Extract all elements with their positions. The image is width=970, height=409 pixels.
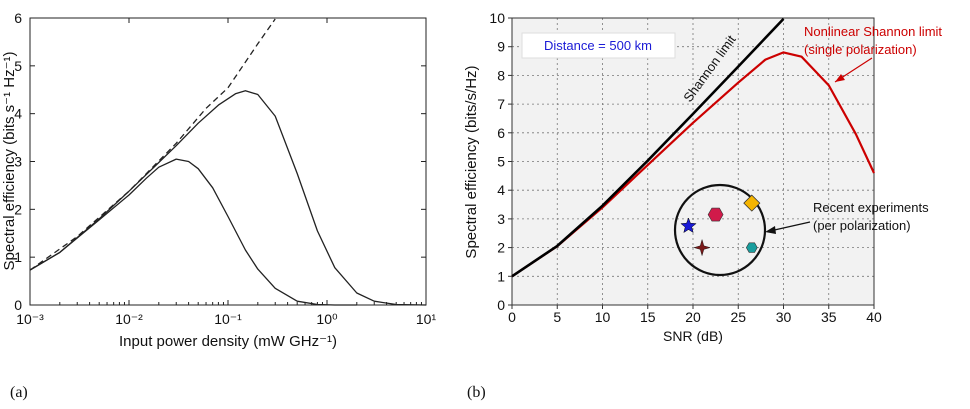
panel-label-b: (b) <box>467 384 486 401</box>
chart-a-xlabel: Input power density (mW GHz⁻¹) <box>119 333 337 350</box>
chart-b-ylabel: Spectral efficiency (bits/s/Hz) <box>463 65 480 258</box>
chart-b-ytick-label: 7 <box>497 96 505 112</box>
chart-b-xtick-label: 15 <box>640 309 656 325</box>
chart-b: 0 5 10 15 20 25 30 35 40 0 1 2 3 4 5 6 7 8 9 10 Distance = … <box>463 10 942 401</box>
chart-a-xtick-label: 10¹ <box>416 311 437 327</box>
chart-b-ticks: 0 5 10 15 20 25 30 35 40 0 1 2 3 4 5 6 7 8 9 10 <box>489 10 882 325</box>
nonlinear-label-line1: Nonlinear Shannon limit <box>804 24 942 39</box>
chart-b-ytick-label: 3 <box>497 211 505 227</box>
hexagon-marker <box>745 242 758 253</box>
sparkle-marker <box>693 238 711 257</box>
chart-a-plot-frame <box>29 17 427 306</box>
distance-box <box>521 32 676 59</box>
chart-b-ytick-label: 5 <box>497 154 505 170</box>
chart-b-xtick-label: 10 <box>595 309 611 325</box>
experiments-label-line1: Recent experiments <box>813 200 929 215</box>
chart-a-xtick-label: 10⁰ <box>316 311 338 327</box>
chart-a-curves <box>29 18 427 306</box>
chart-a-curve <box>29 90 427 306</box>
chart-a: 10⁻³ 10⁻² 10⁻¹ 10⁰ 10¹ 0 1 2 3 4 5 6 Input power de… <box>1 10 436 401</box>
experiments-ellipse <box>673 183 767 277</box>
chart-b-ytick-label: 1 <box>497 268 505 284</box>
chart-a-ytick-label: 1 <box>14 249 22 265</box>
chart-b-ytick-label: 6 <box>497 125 505 141</box>
chart-b-xtick-label: 5 <box>553 309 561 325</box>
chart-b-ytick-label: 10 <box>489 10 505 26</box>
chart-a-ticks: 10⁻³ 10⁻² 10⁻¹ 10⁰ 10¹ 0 1 2 3 4 5 6 <box>14 10 436 327</box>
chart-b-ytick-label: 4 <box>497 182 505 198</box>
chart-b-xtick-label: 30 <box>776 309 792 325</box>
experiments-arrow-head <box>765 226 776 234</box>
chart-a-ytick-label: 6 <box>14 10 22 26</box>
chart-b-xlabel: SNR (dB) <box>663 328 723 344</box>
chart-b-xtick-label: 40 <box>866 309 882 325</box>
shannon-limit-line <box>511 18 785 278</box>
experiments-label-line2: (per polarization) <box>813 218 911 233</box>
panel-label-a: (a) <box>10 384 28 401</box>
chart-a-xtick-label: 10⁻² <box>115 311 143 327</box>
nonlinear-label-line2: (single polarization) <box>804 42 917 57</box>
chart-a-ytick-label: 3 <box>14 154 22 170</box>
star-marker <box>680 217 697 234</box>
chart-b-ytick-label: 0 <box>497 297 505 313</box>
chart-a-xtick-label: 10⁻¹ <box>214 311 242 327</box>
chart-b-markers <box>680 194 761 257</box>
chart-b-xtick-label: 25 <box>730 309 746 325</box>
chart-a-ytick-label: 0 <box>14 297 22 313</box>
hexagon-marker <box>707 207 724 222</box>
chart-b-ytick-label: 8 <box>497 67 505 83</box>
diamond-marker <box>743 194 761 212</box>
chart-b-xtick-label: 35 <box>821 309 837 325</box>
chart-b-ytick-label: 2 <box>497 240 505 256</box>
chart-a-ylabel: Spectral efficiency (bits s⁻¹ Hz⁻¹) <box>1 52 18 271</box>
nonlinear-arrow-head <box>835 74 845 82</box>
distance-label: Distance = 500 km <box>544 38 652 53</box>
chart-a-xtick-label: 10⁻³ <box>16 311 44 327</box>
chart-b-curves <box>511 18 875 278</box>
chart-a-curve <box>29 158 357 306</box>
chart-a-ytick-label: 4 <box>14 106 22 122</box>
chart-b-xtick-label: 20 <box>685 309 701 325</box>
chart-a-ytick-label: 2 <box>14 201 22 217</box>
chart-a-ytick-label: 5 <box>14 58 22 74</box>
chart-a-dashed-line <box>29 18 276 271</box>
chart-b-ytick-label: 9 <box>497 39 505 55</box>
experiments-arrow-line <box>769 221 811 232</box>
chart-b-xtick-label: 0 <box>508 309 516 325</box>
